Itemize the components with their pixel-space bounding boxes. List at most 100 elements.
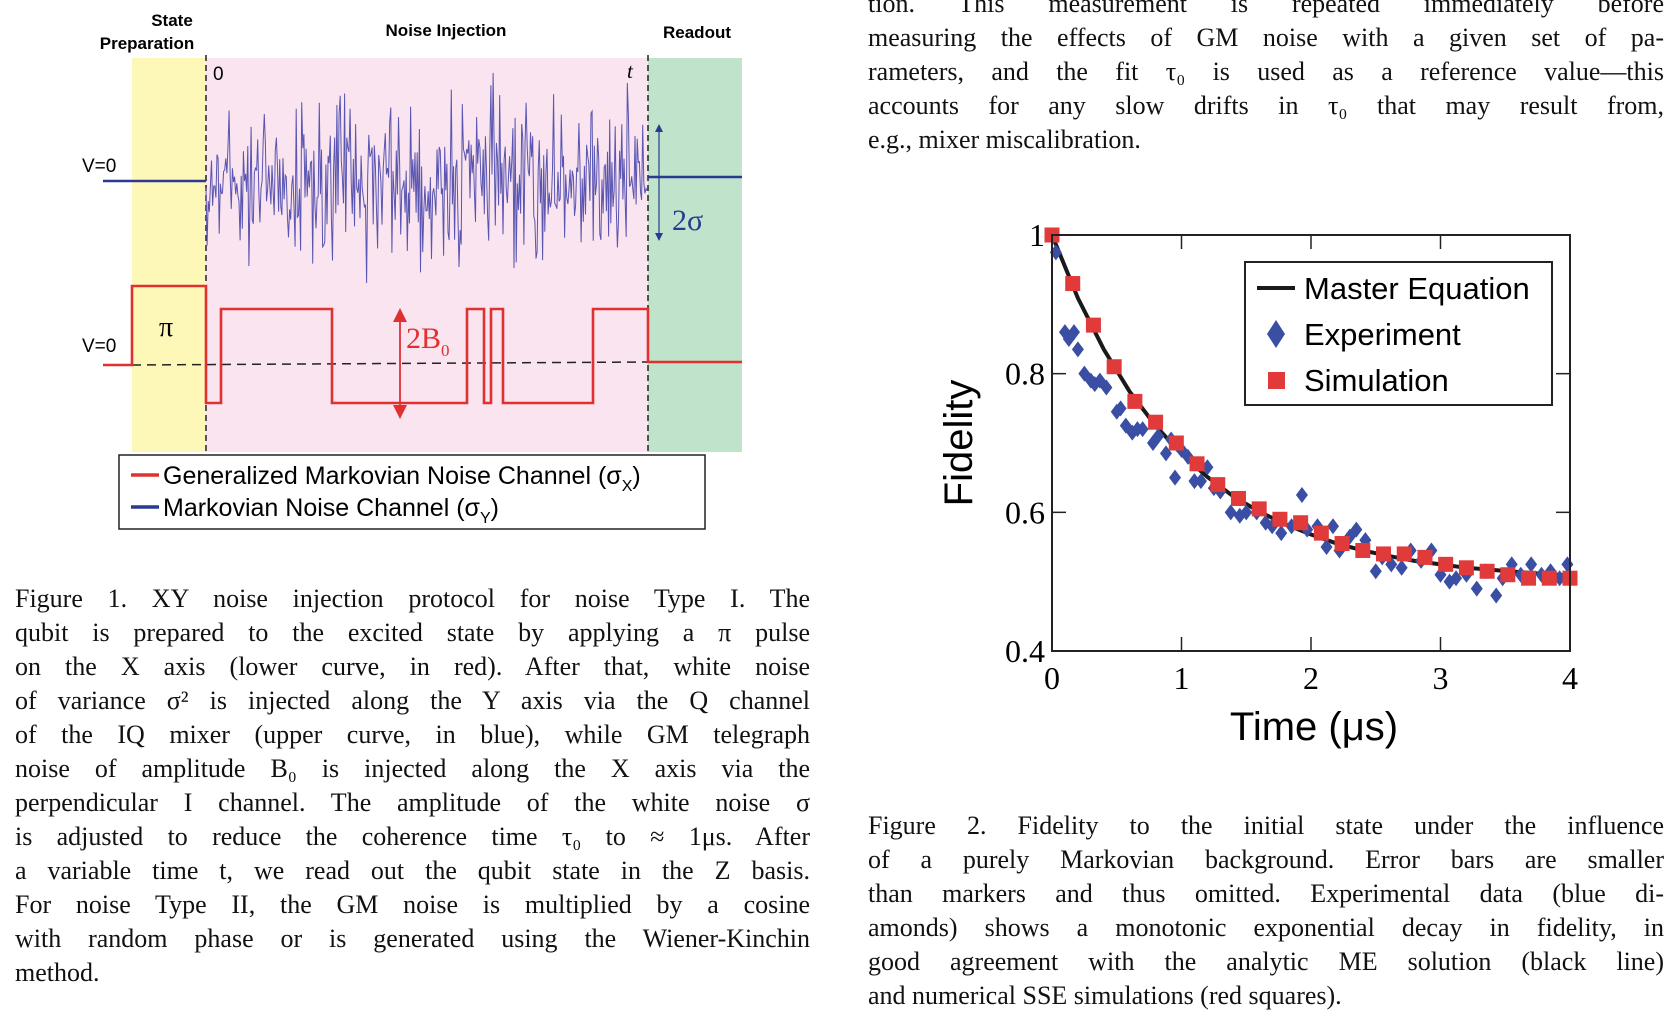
caption-line: good agreement with the analytic ME solu…	[868, 947, 1664, 976]
simulation-point	[1251, 501, 1267, 517]
x-tick-label: 2	[1303, 660, 1319, 696]
phase-label-prep-1: State	[151, 11, 193, 30]
sigma-label: 2σ	[672, 204, 703, 237]
phase-label-noise: Noise Injection	[386, 21, 507, 40]
legend-simulation: Simulation	[1304, 363, 1449, 398]
phase-label-readout: Readout	[663, 23, 731, 42]
experiment-point	[1327, 518, 1340, 535]
experiment-point	[1169, 469, 1182, 486]
text-line: tion. This measurement is repeated immed…	[868, 0, 1664, 18]
chart-ticks: 0 1 2 3 4 0.4 0.6 0.8 1	[1005, 217, 1578, 696]
figure-1-caption: Figure 1. XY noise injection protocol fo…	[15, 582, 810, 1002]
simulation-point	[1272, 511, 1288, 527]
experiment-point	[1100, 379, 1113, 396]
experiment-point	[1369, 563, 1382, 580]
experiment-point	[1068, 324, 1081, 341]
simulation-point	[1479, 563, 1495, 579]
simulation-point	[1396, 546, 1412, 562]
simulation-point	[1085, 317, 1101, 333]
caption-line: amonds) shows a monotonic exponential de…	[868, 913, 1664, 942]
experiment-point	[1295, 487, 1308, 503]
simulation-point	[1168, 435, 1184, 451]
v0-lower-label: V=0	[82, 336, 116, 357]
caption-line: a variable time t, we read out the qubit…	[15, 856, 810, 885]
experiment-point	[1224, 504, 1237, 521]
simulation-point	[1355, 542, 1371, 558]
figure-1-diagram: State Preparation Noise Injection Readou…	[82, 11, 742, 530]
text-line: accounts for any slow drifts in τ₀ that …	[868, 91, 1664, 120]
experiment-point	[1136, 421, 1149, 438]
experiment-point	[1152, 428, 1165, 445]
figure-2-chart: 0 1 2 3 4 0.4 0.6 0.8 1 Fidelity Time (μs) Maste…	[937, 217, 1578, 749]
caption-line: and numerical SSE simulations (red squar…	[868, 981, 1342, 1010]
caption-line: with random phase or is generated using …	[15, 924, 810, 953]
experiment-point	[1114, 400, 1127, 417]
x-axis-label: Time (μs)	[1230, 705, 1398, 749]
legend-diamond-swatch	[1267, 320, 1285, 348]
caption-line: of the IQ mixer (upper curve, in blue), …	[15, 720, 810, 749]
y-tick-label: 0.4	[1005, 633, 1045, 669]
experiment-point	[1395, 559, 1408, 576]
caption-line: qubit is prepared to the excited state b…	[15, 618, 810, 647]
experiment-point	[1071, 341, 1084, 358]
x-tick-label: 0	[1044, 660, 1060, 696]
simulation-point	[1541, 570, 1557, 586]
legend-markovian-label: Markovian Noise Channel (σY)	[163, 494, 499, 527]
simulation-point	[1293, 515, 1309, 531]
zero-reference-line	[131, 361, 649, 366]
caption-line: For noise Type II, the GM noise is multi…	[15, 890, 810, 919]
simulation-point	[1230, 490, 1246, 506]
b0-arrow-head-top	[393, 308, 407, 322]
simulation-point	[1065, 276, 1081, 292]
pi-label: π	[159, 312, 173, 343]
chart-marks	[1044, 227, 1578, 604]
simulation-point	[1210, 477, 1226, 493]
b0-arrow-head-bottom	[393, 405, 407, 419]
white-noise-trace	[205, 72, 648, 284]
y-tick-label: 0.6	[1005, 494, 1045, 530]
simulation-point	[1458, 560, 1474, 576]
experiment-point	[1525, 556, 1538, 573]
sigma-arrow-head-bottom	[655, 233, 663, 241]
y-axis-label: Fidelity	[937, 380, 981, 507]
experiment-point	[1490, 587, 1503, 604]
caption-line: Figure 1. XY noise injection protocol fo…	[15, 584, 810, 613]
experiment-point	[1320, 539, 1333, 555]
phase-label-prep-2: Preparation	[100, 34, 194, 53]
simulation-point	[1189, 456, 1205, 472]
caption-line: perpendicular I channel. The amplitude o…	[15, 788, 810, 817]
figure-1-legend	[118, 454, 706, 530]
caption-line: Figure 2. Fidelity to the initial state …	[868, 811, 1664, 840]
experiment-point	[1561, 556, 1574, 573]
figure-2-caption: Figure 2. Fidelity to the initial state …	[868, 809, 1664, 1019]
legend-experiment: Experiment	[1304, 317, 1461, 352]
readout-region	[648, 58, 742, 452]
y-tick-label: 1	[1029, 217, 1045, 253]
chart-legend	[1244, 261, 1553, 406]
simulation-point	[1417, 549, 1433, 565]
x-tick-label: 1	[1174, 660, 1190, 696]
simulation-point	[1127, 393, 1143, 409]
legend-square-swatch	[1268, 372, 1285, 389]
b0-label: 2B0	[406, 322, 450, 360]
simulation-point	[1438, 556, 1454, 572]
time-end-label: t	[627, 59, 634, 83]
experiment-point	[1275, 525, 1288, 542]
simulation-point	[1376, 546, 1392, 562]
simulation-point	[1313, 525, 1329, 541]
experiment-point	[1470, 580, 1483, 597]
v0-upper-label: V=0	[82, 156, 116, 177]
simulation-point	[1500, 567, 1516, 583]
body-text-top: tion. This measurement is repeated immed…	[868, 0, 1664, 177]
simulation-point	[1106, 359, 1122, 375]
state-preparation-region	[132, 58, 206, 452]
caption-line: of a purely Markovian background. Error …	[868, 845, 1664, 874]
noise-injection-region	[206, 58, 648, 452]
text-line: rameters, and the fit τ₀ is used as a re…	[868, 57, 1664, 86]
y-tick-label: 0.8	[1005, 356, 1045, 392]
caption-line: method.	[15, 958, 100, 987]
experiment-point	[1240, 504, 1253, 521]
legend-gm-label: Generalized Markovian Noise Channel (σX)	[163, 462, 641, 495]
caption-line: is adjusted to reduce the coherence time…	[15, 822, 810, 851]
